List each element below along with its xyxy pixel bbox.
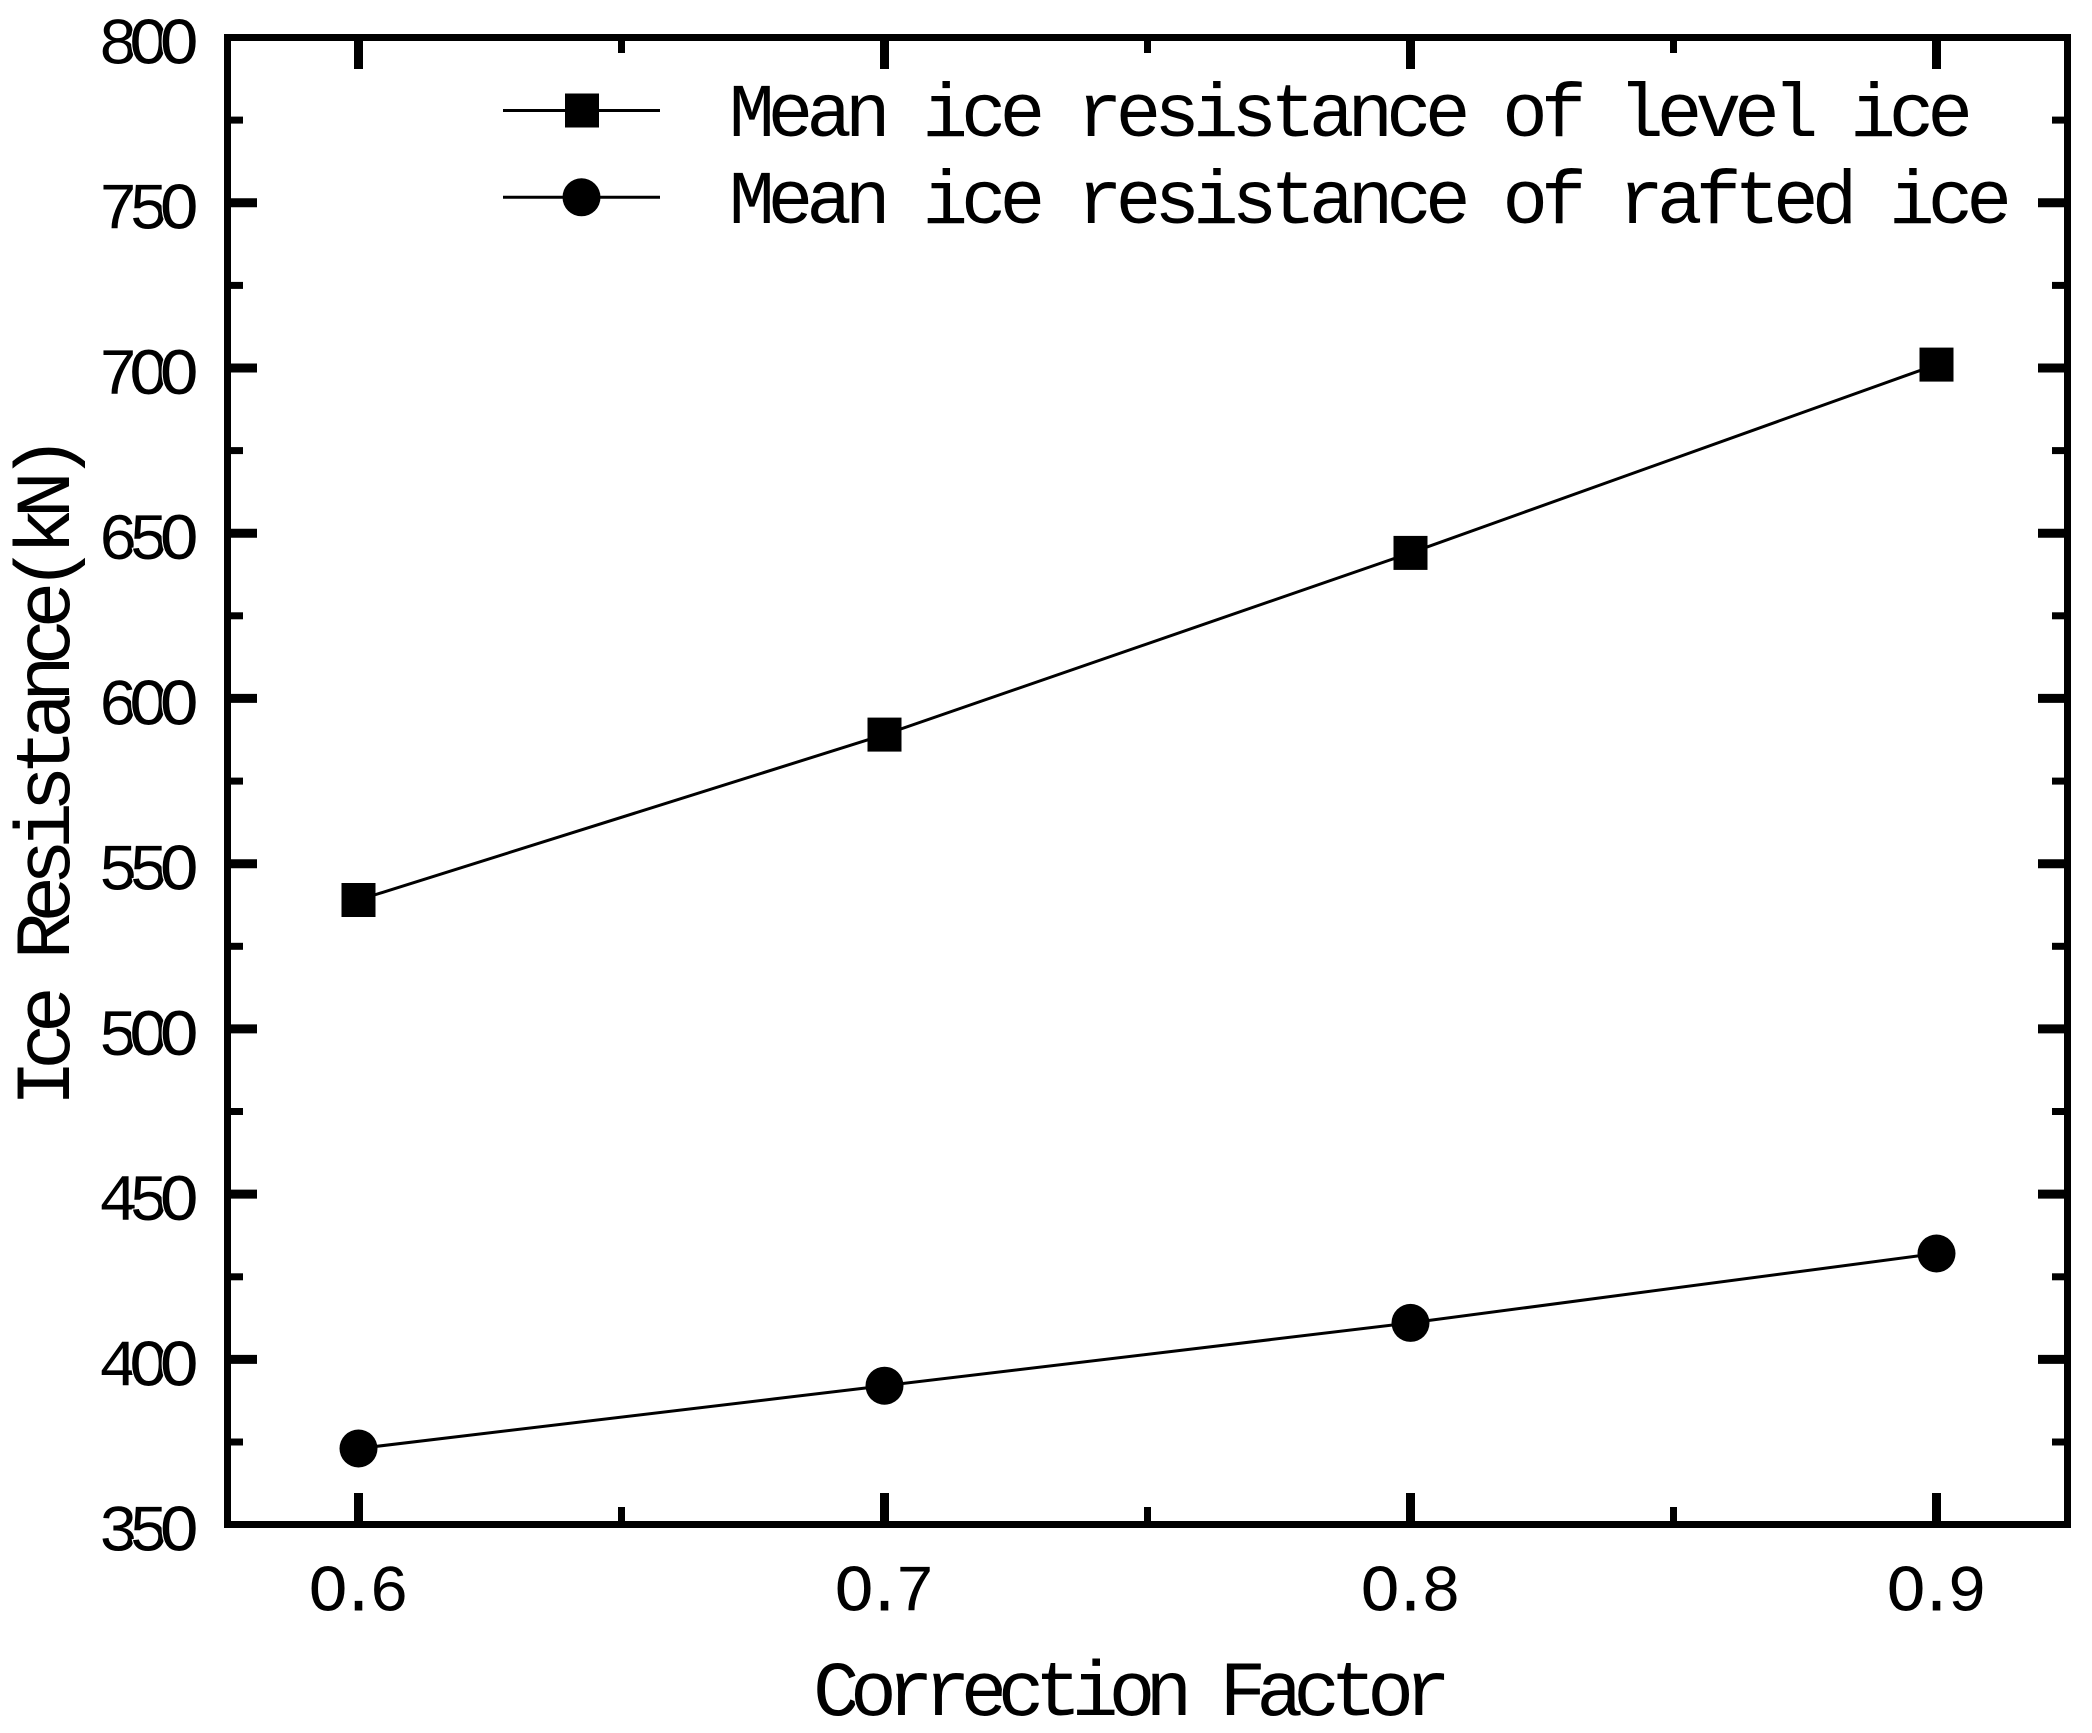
svg-text:75O: 75O <box>98 174 199 249</box>
svg-text:O.8: O.8 <box>1360 1556 1461 1631</box>
svg-text:O.7: O.7 <box>834 1556 935 1631</box>
svg-text:6OO: 6OO <box>98 669 199 744</box>
svg-text:Ice Resistance(kN): Ice Resistance(kN) <box>5 435 93 1107</box>
svg-text:8OO: 8OO <box>98 9 199 84</box>
svg-text:Mean ice resistance of level i: Mean ice resistance of level ice <box>729 73 1973 159</box>
svg-text:65O: 65O <box>98 504 199 579</box>
svg-text:O.6: O.6 <box>308 1556 409 1631</box>
svg-text:5OO: 5OO <box>98 1000 199 1075</box>
svg-text:55O: 55O <box>98 835 199 910</box>
svg-text:Correction Factor: Correction Factor <box>813 1651 1451 1728</box>
svg-text:4OO: 4OO <box>98 1330 199 1405</box>
svg-text:Mean ice resistance of rafted: Mean ice resistance of rafted ice <box>729 160 2012 246</box>
svg-text:7OO: 7OO <box>98 339 199 414</box>
svg-text:45O: 45O <box>98 1165 199 1240</box>
svg-text:35O: 35O <box>98 1496 199 1571</box>
svg-text:O.9: O.9 <box>1886 1556 1987 1631</box>
